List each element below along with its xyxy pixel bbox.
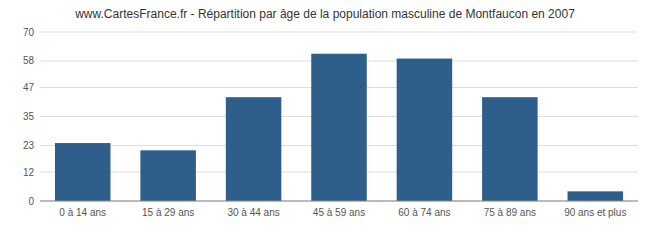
y-tick-label: 35 xyxy=(23,111,35,122)
y-tick-label: 47 xyxy=(23,82,35,93)
y-tick-label: 70 xyxy=(23,27,35,38)
bar xyxy=(568,191,624,201)
grid-line xyxy=(40,201,638,202)
title: www.CartesFrance.fr - Répartition par âg… xyxy=(74,7,575,21)
x-tick-label: 45 à 59 ans xyxy=(313,207,365,218)
x-tick-label: 30 à 44 ans xyxy=(227,207,279,218)
bar xyxy=(397,59,453,201)
x-tick-label: 90 ans et plus xyxy=(564,207,626,218)
y-tick-label: 58 xyxy=(23,55,35,66)
x-tick-label: 0 à 14 ans xyxy=(59,207,106,218)
bar xyxy=(140,150,196,201)
bar xyxy=(226,97,282,201)
bar xyxy=(55,143,111,201)
y-tick-label: 23 xyxy=(23,140,35,151)
y-axis: 0 12 23 35 47 58 70 xyxy=(23,27,638,207)
bar xyxy=(311,54,367,201)
bar xyxy=(482,97,538,201)
x-tick-label: 15 à 29 ans xyxy=(142,207,194,218)
x-tick-label: 75 à 89 ans xyxy=(484,207,536,218)
x-axis-line xyxy=(40,201,638,202)
y-tick-label: 12 xyxy=(23,167,35,178)
page: {"chart_data": {"type": "bar", "title": … xyxy=(0,0,650,229)
bars xyxy=(55,54,623,201)
x-axis: 0 à 14 ans 15 à 29 ans 30 à 44 ans 45 à 59 … xyxy=(40,201,638,218)
chart-container: www.CartesFrance.fr - Répartition par âg… xyxy=(0,0,650,229)
x-tick-label: 60 à 74 ans xyxy=(398,207,450,218)
chart-svg: www.CartesFrance.fr - Répartition par âg… xyxy=(0,0,650,229)
grid-line xyxy=(40,32,638,33)
y-tick-label: 0 xyxy=(28,196,34,207)
